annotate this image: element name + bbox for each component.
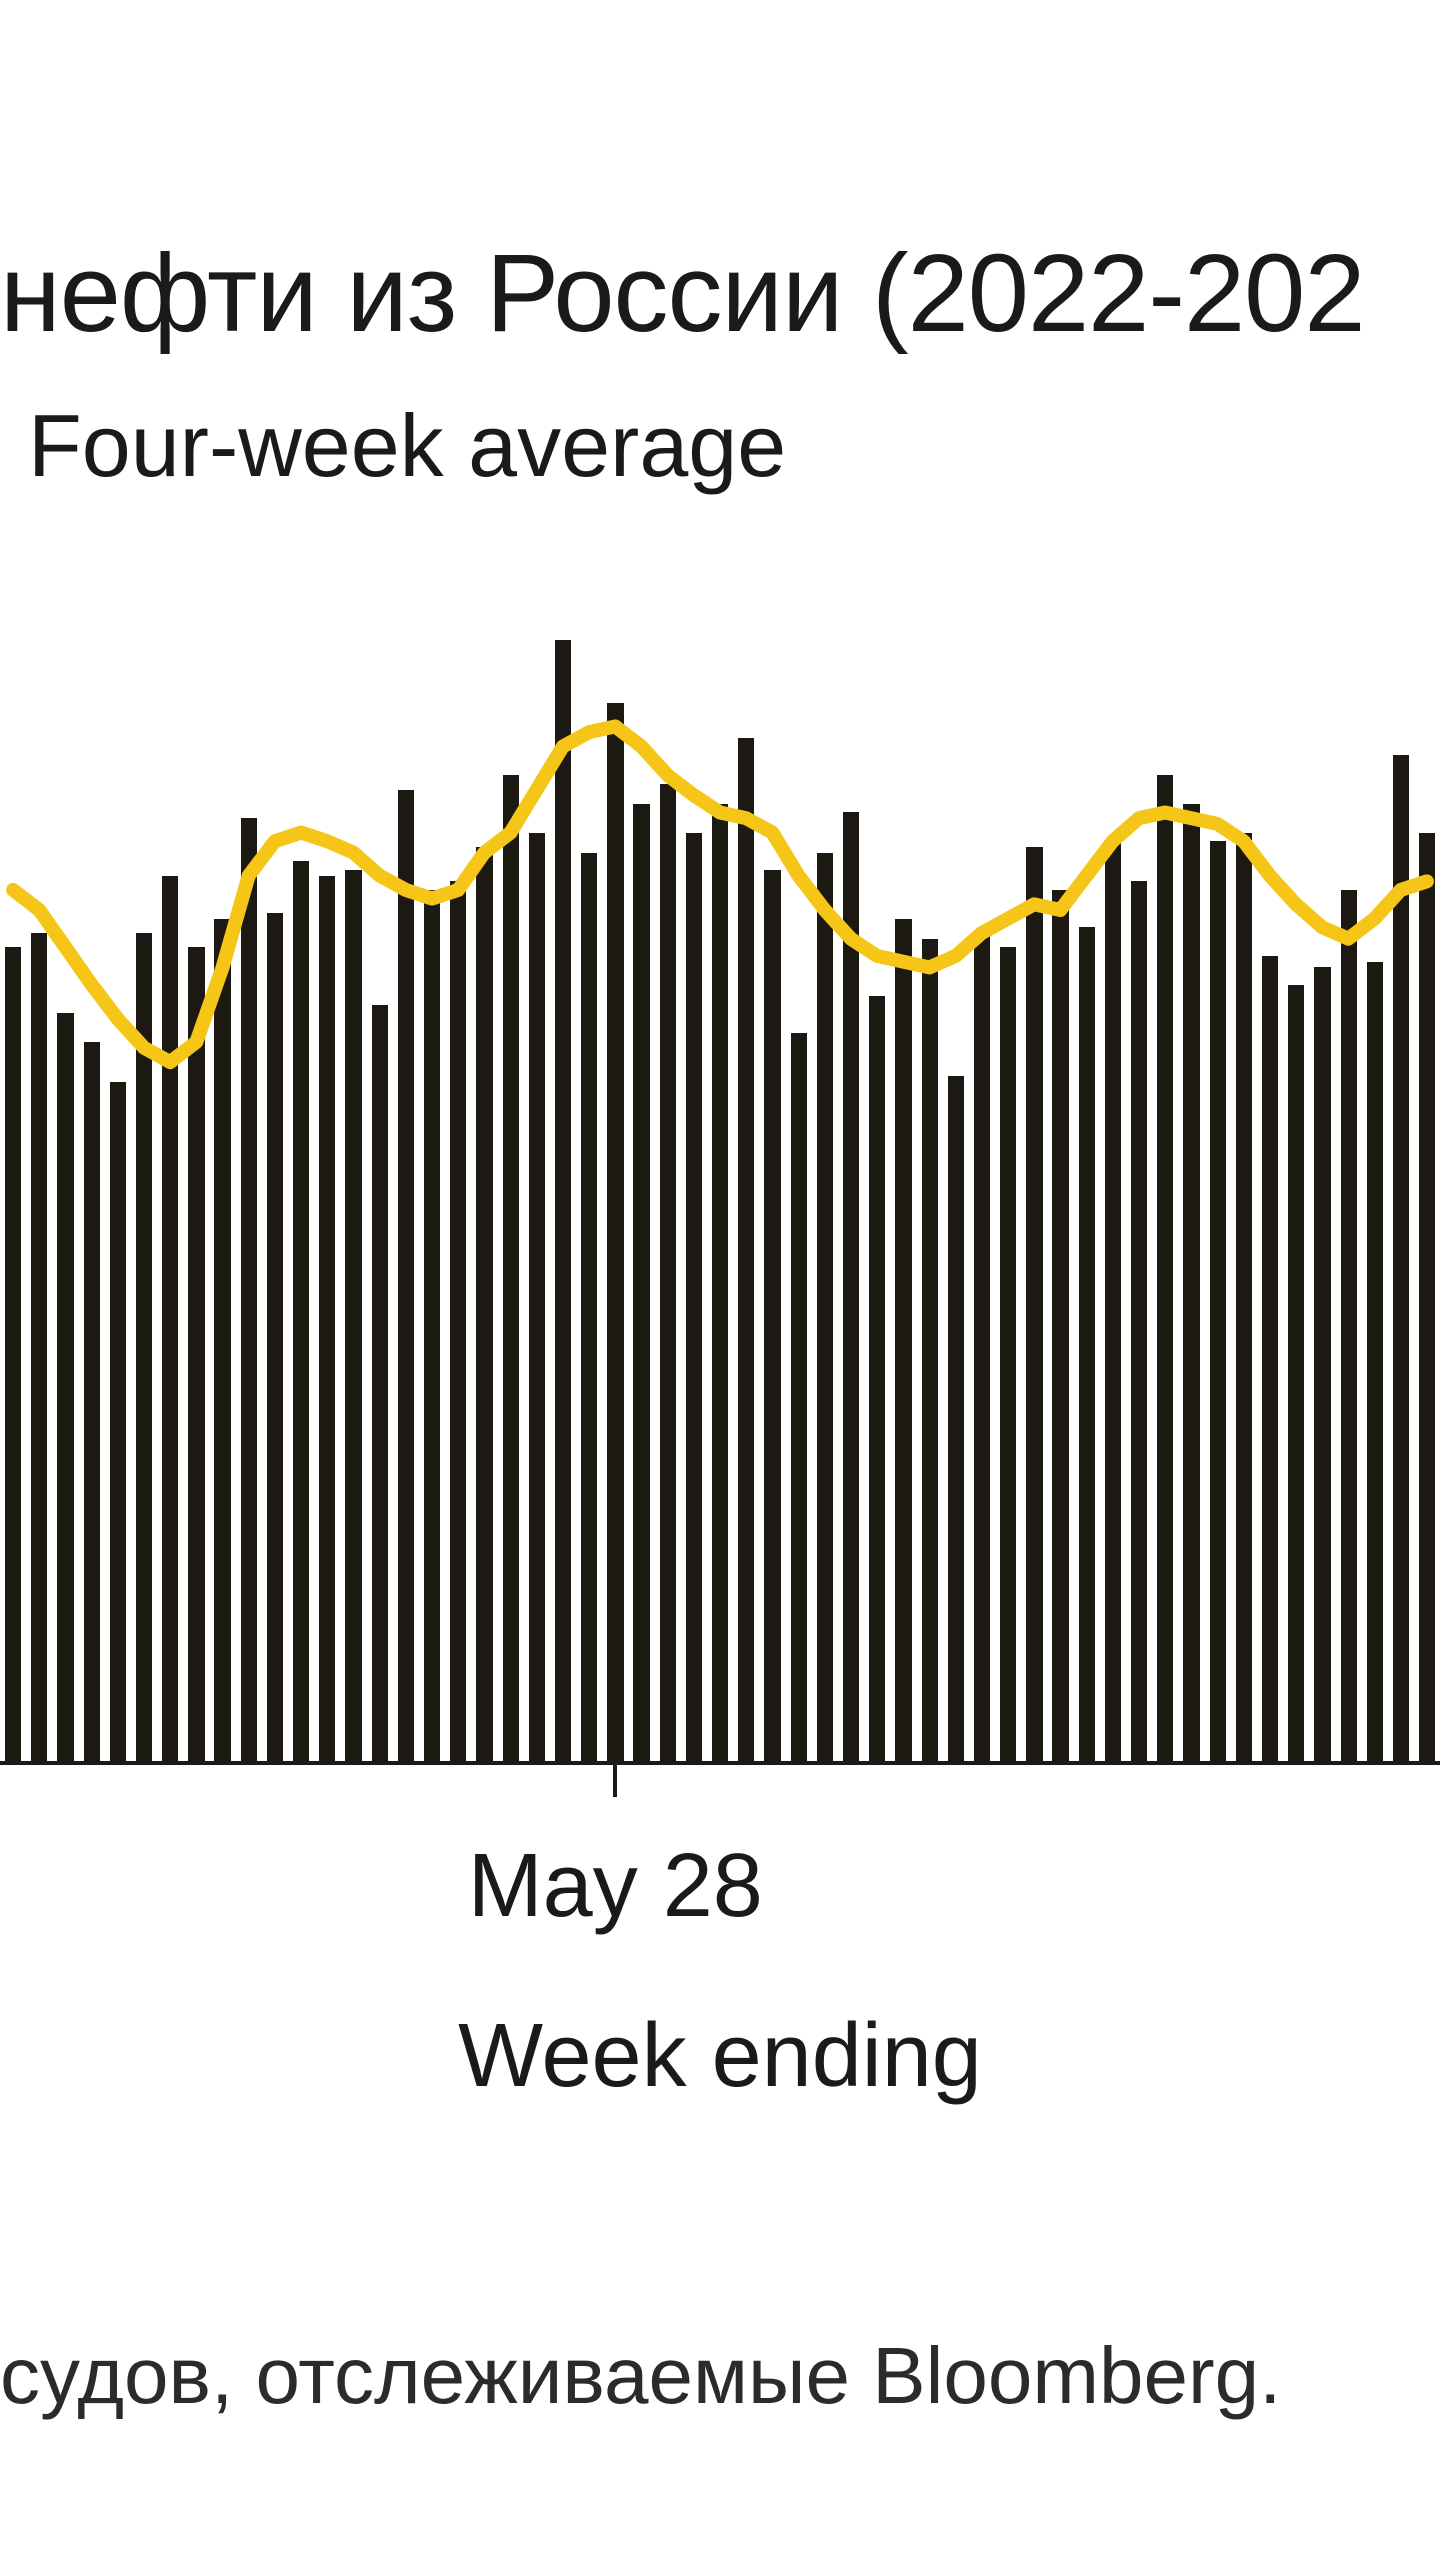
- chart-title: нефти из России (2022-202: [0, 230, 1440, 357]
- line-series-overlay: [0, 560, 1440, 1765]
- legend-line-label: Four-week average: [28, 395, 786, 497]
- four-week-average-line: [13, 726, 1427, 1062]
- chart-plot-area: [0, 560, 1440, 1765]
- x-axis-baseline: [0, 1761, 1440, 1765]
- chart-footnote: судов, отслеживаемые Bloomberg.: [0, 2330, 1440, 2422]
- x-axis-tick-label: May 28: [468, 1835, 763, 1938]
- x-axis-title: Week ending: [458, 2005, 982, 2108]
- x-axis-tick: [613, 1765, 617, 1797]
